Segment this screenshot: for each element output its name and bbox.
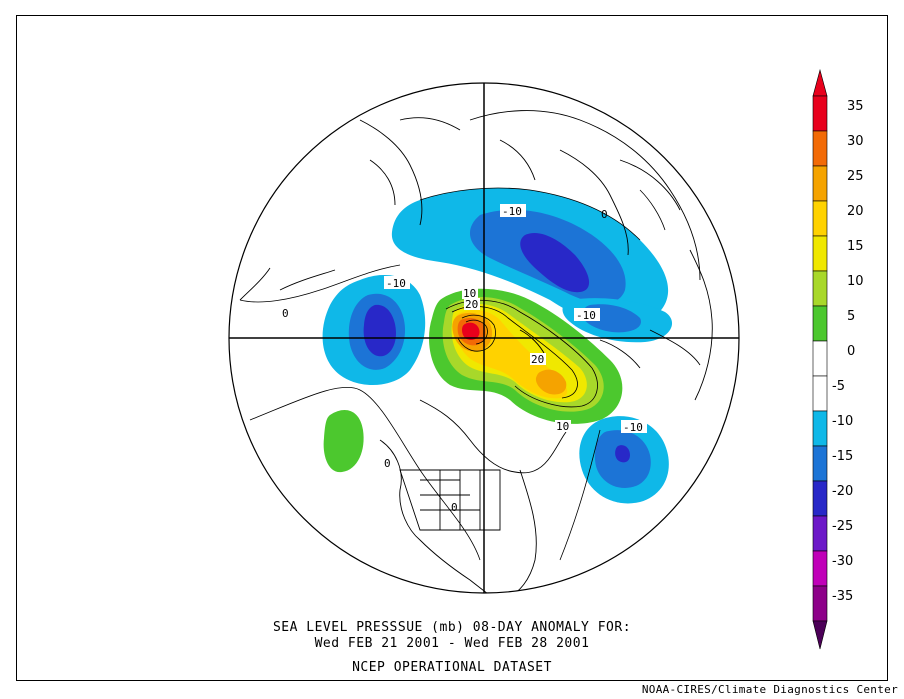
colorbar-bottom-arrow xyxy=(812,620,828,650)
colorbar-tick-label: -15 xyxy=(832,449,853,464)
credit-text: NOAA-CIRES/Climate Diagnostics Center xyxy=(641,683,898,696)
colorbar-swatch xyxy=(812,585,828,622)
caption-title: SEA LEVEL PRESSSUE (mb) 08-DAY ANOMALY F… xyxy=(272,620,632,635)
colorbar-tick-label: -35 xyxy=(832,589,853,604)
colorbar-swatch xyxy=(812,375,828,412)
plot-frame xyxy=(16,15,888,681)
colorbar-swatch xyxy=(812,200,828,237)
colorbar-swatch xyxy=(812,340,828,377)
colorbar-tick-label: -5 xyxy=(832,379,845,394)
colorbar-tick-label: -20 xyxy=(832,484,853,499)
contour-label: -10 xyxy=(386,277,406,290)
colorbar-tick-label: 30 xyxy=(847,134,864,149)
colorbar-tick-label: 15 xyxy=(847,239,864,254)
colorbar-swatch xyxy=(812,480,828,517)
anomaly-neg15-east xyxy=(615,445,630,463)
colorbar-swatch xyxy=(812,410,828,447)
colorbar-swatch xyxy=(812,550,828,587)
anomaly-neg15-north xyxy=(520,232,590,293)
contour-label: -10 xyxy=(576,309,596,322)
caption-dates: Wed FEB 21 2001 - Wed FEB 28 2001 xyxy=(314,636,590,651)
colorbar-tick-label: 20 xyxy=(847,204,864,219)
contour-label: -10 xyxy=(623,421,643,434)
anomaly-pos35 xyxy=(462,322,480,340)
caption-dataset: NCEP OPERATIONAL DATASET xyxy=(352,660,552,675)
colorbar-tick-label: 5 xyxy=(847,309,855,324)
colorbar-tick-label: -30 xyxy=(832,554,853,569)
contour-label: 10 xyxy=(463,287,476,300)
colorbar-swatch xyxy=(812,95,828,132)
colorbar-swatch xyxy=(812,270,828,307)
colorbar-top-arrow xyxy=(812,68,828,97)
colorbar-swatch xyxy=(812,130,828,167)
colorbar-tick-label: 25 xyxy=(847,169,864,184)
contour-label: 0 xyxy=(601,208,608,221)
colorbar: 35 30 25 20 15 10 5 0 -5 -10 -15 -20 -25 -30 -35 xyxy=(812,68,864,650)
colorbar-swatch xyxy=(812,305,828,342)
colorbar-swatch xyxy=(812,165,828,202)
contour-label: -10 xyxy=(502,205,522,218)
contour-label: 20 xyxy=(531,353,544,366)
contour-label: 20 xyxy=(465,298,478,311)
anomaly-pos5-pacific xyxy=(323,410,364,473)
colorbar-tick-label: 35 xyxy=(847,99,864,114)
contour-label: 10 xyxy=(556,420,569,433)
colorbar-tick-label: 0 xyxy=(847,344,855,359)
contour-label: 0 xyxy=(384,457,391,470)
colorbar-swatch xyxy=(812,235,828,272)
anomaly-pos25-east xyxy=(535,369,567,395)
colorbar-swatch xyxy=(812,445,828,482)
contour-label: 0 xyxy=(282,307,289,320)
contour-label: 0 xyxy=(451,501,458,514)
colorbar-swatch xyxy=(812,515,828,552)
colorbar-tick-label: -25 xyxy=(832,519,853,534)
colorbar-tick-label: -10 xyxy=(832,414,853,429)
map-disc xyxy=(239,110,713,593)
contour-label-group: -10 -10 -10 -10 10 10 20 20 0 0 0 0 xyxy=(282,204,647,514)
anomaly-neg15-west xyxy=(363,304,396,357)
colorbar-tick-label: 10 xyxy=(847,274,864,289)
coastlines xyxy=(239,110,713,593)
